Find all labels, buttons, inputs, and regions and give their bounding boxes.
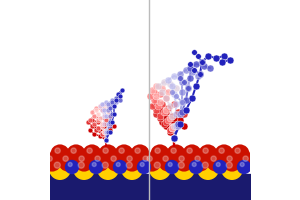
- Circle shape: [79, 156, 84, 161]
- Circle shape: [106, 152, 126, 172]
- Circle shape: [87, 148, 92, 153]
- Circle shape: [90, 152, 110, 172]
- Circle shape: [137, 160, 151, 174]
- Circle shape: [214, 144, 234, 164]
- Circle shape: [126, 162, 132, 168]
- Circle shape: [213, 160, 227, 174]
- Circle shape: [114, 144, 134, 164]
- Circle shape: [221, 158, 243, 180]
- Circle shape: [66, 144, 85, 164]
- Circle shape: [182, 144, 202, 164]
- Circle shape: [178, 162, 184, 168]
- Circle shape: [49, 158, 71, 180]
- Circle shape: [130, 144, 150, 164]
- Circle shape: [171, 148, 176, 153]
- Circle shape: [227, 156, 232, 161]
- Circle shape: [235, 148, 240, 153]
- Circle shape: [63, 156, 68, 161]
- Circle shape: [195, 156, 200, 161]
- Circle shape: [50, 144, 70, 164]
- Circle shape: [216, 162, 220, 166]
- Circle shape: [74, 152, 94, 172]
- Circle shape: [135, 148, 140, 153]
- Circle shape: [187, 148, 192, 153]
- Circle shape: [97, 158, 119, 180]
- Circle shape: [55, 148, 60, 153]
- Circle shape: [149, 158, 171, 180]
- Circle shape: [73, 158, 95, 180]
- Circle shape: [142, 152, 162, 172]
- Circle shape: [198, 144, 218, 164]
- Circle shape: [138, 152, 158, 172]
- Circle shape: [243, 156, 248, 161]
- Circle shape: [158, 152, 178, 172]
- Circle shape: [147, 156, 152, 161]
- Circle shape: [179, 156, 184, 161]
- Circle shape: [78, 162, 84, 168]
- Circle shape: [202, 162, 208, 168]
- Circle shape: [71, 148, 76, 153]
- Circle shape: [54, 162, 60, 168]
- Circle shape: [222, 152, 242, 172]
- Circle shape: [154, 162, 160, 168]
- Circle shape: [103, 148, 108, 153]
- Circle shape: [95, 156, 100, 161]
- Circle shape: [168, 162, 172, 166]
- Circle shape: [240, 162, 244, 166]
- Circle shape: [111, 156, 116, 161]
- Circle shape: [226, 162, 232, 168]
- Circle shape: [163, 156, 168, 161]
- Circle shape: [203, 148, 208, 153]
- Circle shape: [143, 156, 148, 161]
- Circle shape: [113, 160, 127, 174]
- Circle shape: [102, 162, 108, 168]
- Circle shape: [173, 158, 195, 180]
- Circle shape: [58, 152, 78, 172]
- Circle shape: [189, 160, 203, 174]
- Circle shape: [165, 160, 179, 174]
- Circle shape: [127, 156, 132, 161]
- Circle shape: [47, 156, 52, 161]
- Circle shape: [121, 158, 143, 180]
- Circle shape: [150, 144, 170, 164]
- Circle shape: [140, 162, 144, 166]
- Circle shape: [197, 158, 219, 180]
- Circle shape: [119, 148, 124, 153]
- Circle shape: [219, 148, 224, 153]
- Circle shape: [206, 152, 226, 172]
- Circle shape: [237, 160, 251, 174]
- Circle shape: [68, 162, 72, 166]
- Circle shape: [192, 162, 196, 166]
- Circle shape: [82, 144, 102, 164]
- Circle shape: [167, 144, 186, 164]
- Circle shape: [98, 144, 118, 164]
- Circle shape: [155, 148, 160, 153]
- Circle shape: [190, 152, 210, 172]
- Circle shape: [174, 152, 194, 172]
- Circle shape: [65, 160, 79, 174]
- Circle shape: [92, 162, 96, 166]
- Circle shape: [238, 152, 258, 172]
- Circle shape: [211, 156, 216, 161]
- Circle shape: [116, 162, 120, 166]
- Circle shape: [122, 152, 142, 172]
- Circle shape: [89, 160, 103, 174]
- Circle shape: [230, 144, 250, 164]
- Circle shape: [42, 152, 62, 172]
